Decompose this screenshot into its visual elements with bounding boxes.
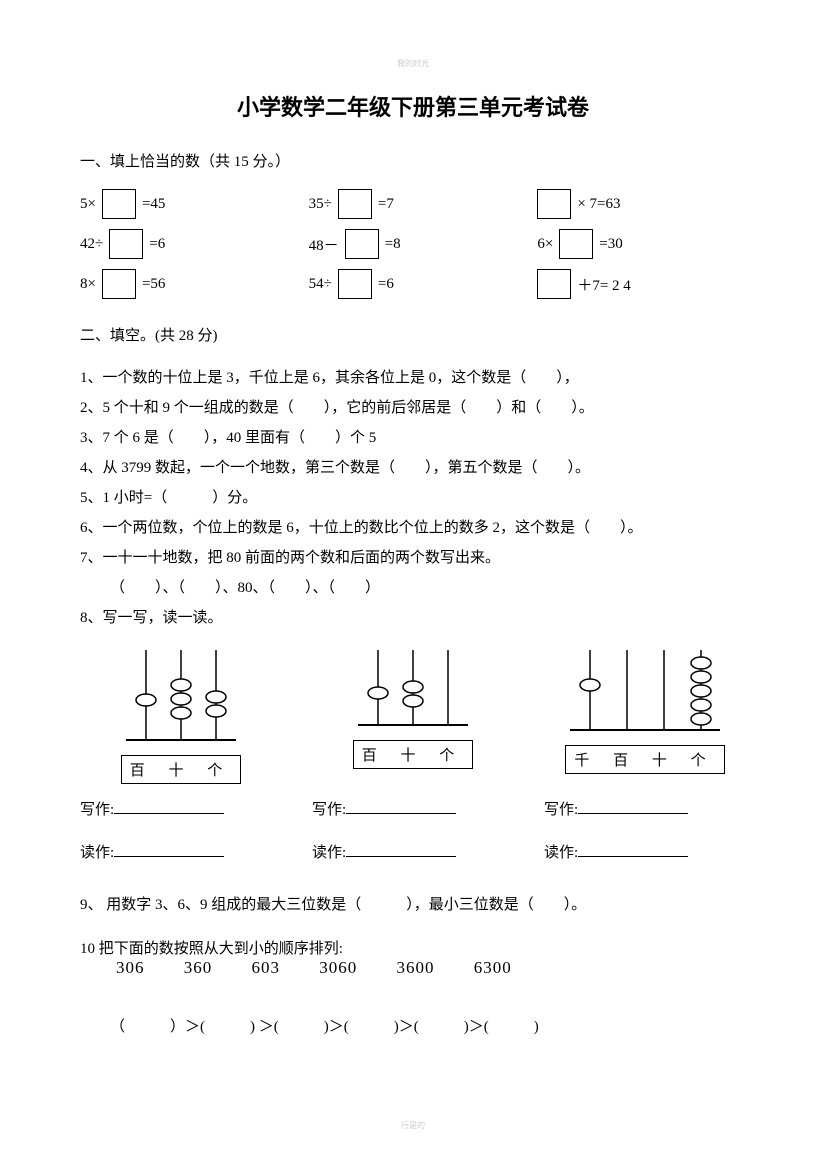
math-cell-1-2: 35÷ =7: [309, 189, 518, 219]
abacus-2: 百 十 个: [312, 645, 514, 784]
math-cell-1-1: 5× =45: [80, 189, 289, 219]
math-cell-2-1: 42÷ =6: [80, 229, 289, 259]
blank-line[interactable]: [578, 798, 688, 814]
expr-post: =6: [378, 276, 394, 293]
read-label: 读作:: [544, 841, 578, 862]
abacus-3: 千 百 十 个: [544, 645, 746, 784]
section2-header: 二、填空。(共 28 分): [80, 324, 746, 345]
write-cell-3: 写作:: [544, 798, 746, 819]
expr-pre: 6×: [537, 236, 553, 253]
expr-pre: 54÷: [309, 276, 332, 293]
abacus-1-label: 百 十 个: [121, 755, 242, 784]
blank-line[interactable]: [114, 841, 224, 857]
write-cell-1: 写作:: [80, 798, 282, 819]
q5: 5、1 小时=（ ）分。: [80, 483, 746, 513]
blank-box[interactable]: [537, 189, 571, 219]
blank-box[interactable]: [345, 229, 379, 259]
read-cell-3: 读作:: [544, 841, 746, 862]
write-label: 写作:: [312, 798, 346, 819]
q10-answer: （ ）＞( ) ＞( )＞( )＞( )＞( ): [110, 1012, 746, 1042]
math-cell-2-3: 6× =30: [537, 229, 746, 259]
math-grid: 5× =45 35÷ =7 × 7=63 42÷ =6 48－ =8 6× =30 8× =…: [80, 189, 746, 299]
q9: 9、 用数字 3、6、9 组成的最大三位数是（ ），最小三位数是（ ）。: [80, 890, 746, 920]
read-cell-1: 读作:: [80, 841, 282, 862]
expr-post: =6: [149, 236, 165, 253]
expr-pre: 5×: [80, 196, 96, 213]
watermark-bottom: 行是的: [401, 1120, 425, 1131]
num: 3600: [397, 958, 435, 977]
expr-pre: 35÷: [309, 196, 332, 213]
math-cell-3-1: 8× =56: [80, 269, 289, 299]
math-cell-1-3: × 7=63: [537, 189, 746, 219]
q1: 1、一个数的十位上是 3，千位上是 6，其余各位上是 0，这个数是（ ），: [80, 363, 746, 393]
write-cell-2: 写作:: [312, 798, 514, 819]
blank-box[interactable]: [109, 229, 143, 259]
watermark-top: 我的时光: [397, 58, 429, 69]
page-title: 小学数学二年级下册第三单元考试卷: [80, 90, 746, 122]
q4: 4、从 3799 数起，一个一个地数，第三个数是（ ），第五个数是（ ）。: [80, 453, 746, 483]
abacus-svg-2: [338, 645, 488, 740]
expr-pre: 42÷: [80, 236, 103, 253]
abacus-3-label: 千 百 十 个: [565, 745, 724, 774]
q7: 7、一十一十地数，把 80 前面的两个数和后面的两个数写出来。: [80, 543, 746, 573]
num: 3060: [319, 958, 357, 977]
write-label: 写作:: [80, 798, 114, 819]
read-label: 读作:: [312, 841, 346, 862]
blank-line[interactable]: [346, 841, 456, 857]
blank-box[interactable]: [102, 269, 136, 299]
num: 306: [116, 958, 145, 977]
write-label: 写作:: [544, 798, 578, 819]
math-cell-3-3: ＋7= 2 4: [537, 269, 746, 299]
blank-line[interactable]: [346, 798, 456, 814]
write-row: 写作: 写作: 写作:: [80, 798, 746, 819]
q6: 6、一个两位数，个位上的数是 6，十位上的数比个位上的数多 2，这个数是（ ）。: [80, 513, 746, 543]
expr-post: =30: [599, 236, 622, 253]
expr-post: =7: [378, 196, 394, 213]
abacus-1: 百 十 个: [80, 645, 282, 784]
abacus-svg-1: [106, 645, 256, 755]
blank-box[interactable]: [338, 189, 372, 219]
read-label: 读作:: [80, 841, 114, 862]
expr-post: × 7=63: [577, 196, 620, 213]
num: 6300: [474, 958, 512, 977]
q2: 2、5 个十和 9 个一组成的数是（ ），它的前后邻居是（ ）和（ ）。: [80, 393, 746, 423]
blank-box[interactable]: [559, 229, 593, 259]
expr-post: =8: [385, 236, 401, 253]
q3: 3、7 个 6 是（ ），40 里面有（ ）个 5: [80, 423, 746, 453]
blank-box[interactable]: [537, 269, 571, 299]
read-row: 读作: 读作: 读作:: [80, 841, 746, 862]
expr-post: =56: [142, 276, 165, 293]
q10-numbers: 306 360 603 3060 3600 6300: [116, 958, 746, 978]
expr-post: ＋7= 2 4: [577, 274, 630, 295]
read-cell-2: 读作:: [312, 841, 514, 862]
blank-line[interactable]: [578, 841, 688, 857]
math-cell-2-2: 48－ =8: [309, 229, 518, 259]
abacus-row: 百 十 个 百 十 个 千 百 十 个: [80, 645, 746, 784]
expr-pre: 48－: [309, 234, 339, 255]
q8: 8、写一写，读一读。: [80, 603, 746, 633]
blank-box[interactable]: [338, 269, 372, 299]
section1-header: 一、填上恰当的数（共 15 分。）: [80, 150, 746, 171]
num: 603: [252, 958, 281, 977]
abacus-2-label: 百 十 个: [353, 740, 474, 769]
expr-pre: 8×: [80, 276, 96, 293]
blank-line[interactable]: [114, 798, 224, 814]
abacus-svg-3: [555, 645, 735, 745]
blank-box[interactable]: [102, 189, 136, 219]
num: 360: [184, 958, 213, 977]
expr-post: =45: [142, 196, 165, 213]
q7-blank: （ ）、（ ）、80、（ ）、（ ）: [110, 573, 746, 603]
math-cell-3-2: 54÷ =6: [309, 269, 518, 299]
